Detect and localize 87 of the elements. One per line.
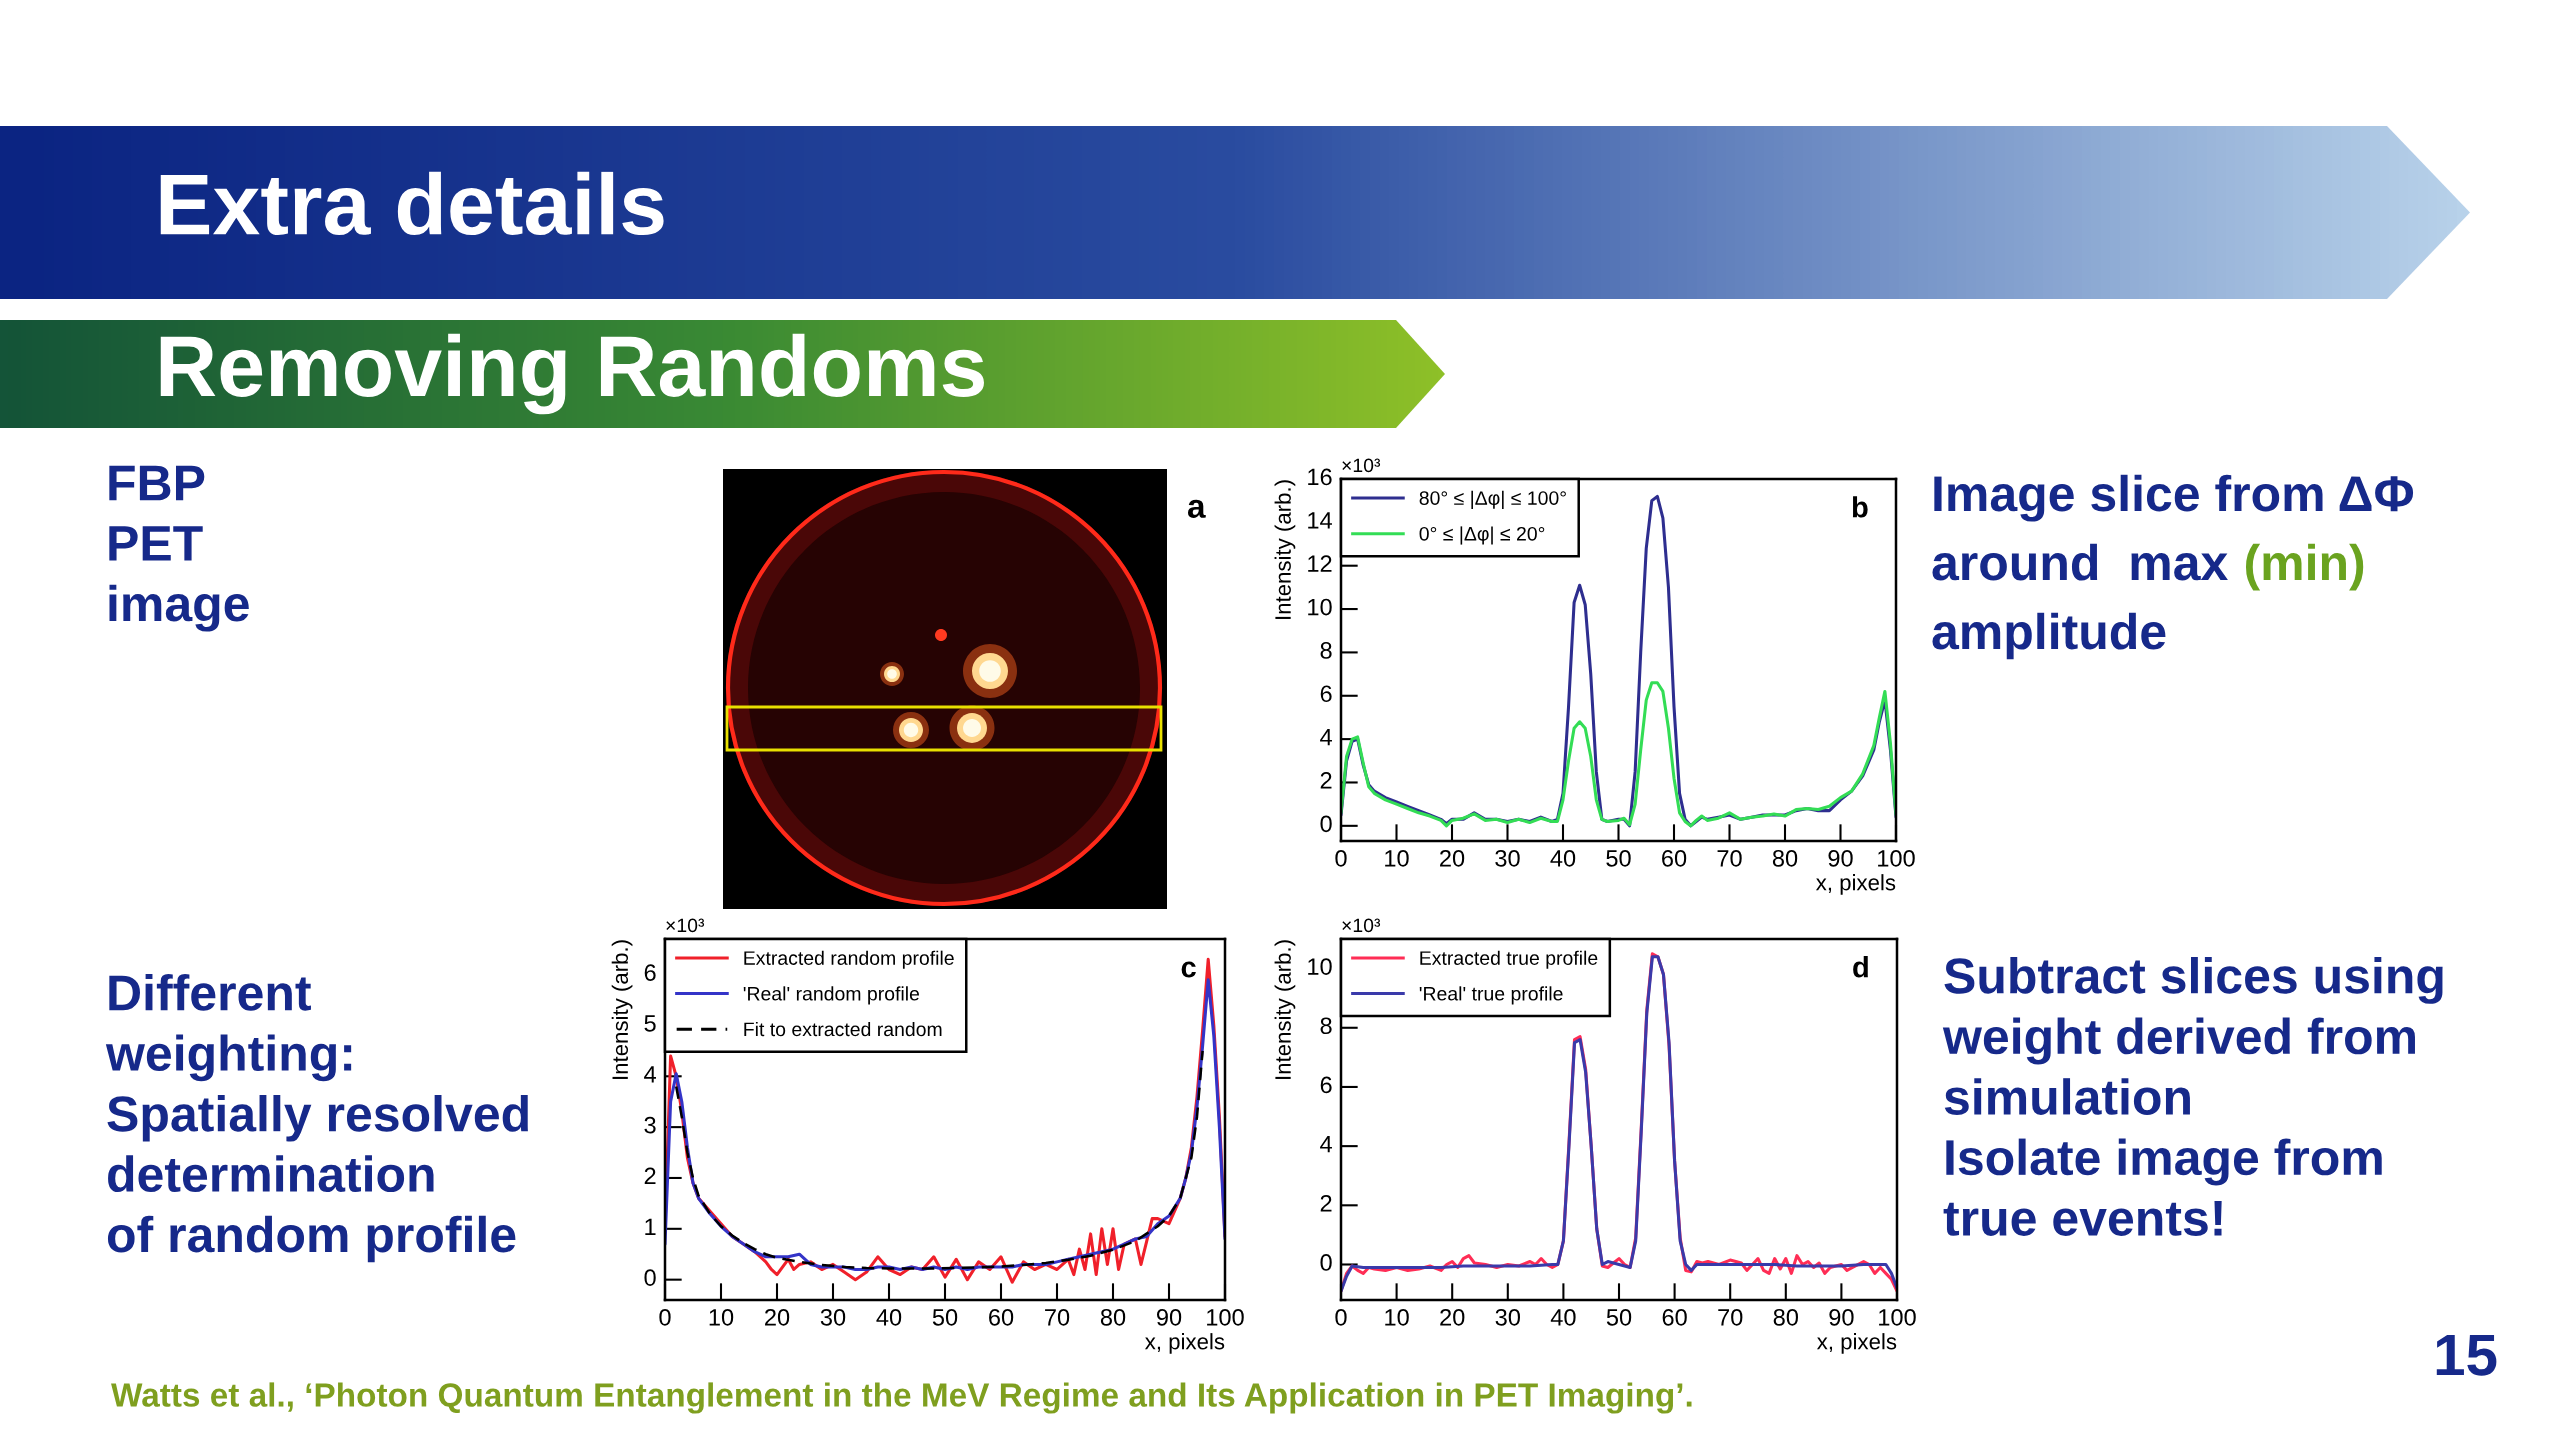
x-tick-label: 100 <box>1879 1308 1916 1326</box>
y-axis-title: Intensity (arb.) <box>1274 940 1296 1079</box>
y-tick-label: 0 <box>1320 1254 1332 1271</box>
x-axis-title: x, pixels <box>1816 1333 1897 1354</box>
x-tick-label: 50 <box>932 1308 958 1326</box>
y-tick-label: 8 <box>1320 642 1332 659</box>
y-tick-label: 12 <box>1308 555 1332 572</box>
text: Subtract slices using weight derived from simulation Isolate image from true events! <box>1942 957 2443 1236</box>
legend-label: 0° ≤ |Δφ| ≤ 20° <box>1419 526 1545 545</box>
x-tick-label: 50 <box>1606 1308 1632 1326</box>
x-tick-label: 90 <box>1828 849 1853 867</box>
text: amplitude <box>1932 612 2166 660</box>
y-tick-label: 4 <box>644 1066 656 1083</box>
y-tick-label: 6 <box>644 964 656 981</box>
x-tick-label: 20 <box>765 1308 790 1326</box>
x-tick-label: 30 <box>820 1308 846 1326</box>
y-tick-label: 5 <box>644 1015 656 1032</box>
y-tick-label: 8 <box>1320 1017 1332 1035</box>
text: Image slice from ΔΦ <box>1934 474 2414 522</box>
x-tick-label: 70 <box>1717 849 1742 867</box>
x-tick-label: 80 <box>1772 849 1798 867</box>
x-tick-label: 70 <box>1045 1308 1070 1326</box>
x-tick-label: 60 <box>989 1308 1014 1326</box>
y-tick-label: 4 <box>1320 1135 1332 1153</box>
x-tick-label: 60 <box>1662 849 1687 867</box>
y-tick-label: 14 <box>1308 512 1332 529</box>
y-tick-label: 6 <box>1320 1076 1332 1094</box>
text: (min) <box>2245 543 2364 591</box>
legend-label: Extracted true profile <box>1420 950 1598 969</box>
x-tick-label: 80 <box>1773 1308 1799 1326</box>
text: ×10³ <box>1342 918 1381 933</box>
x-tick-label: 80 <box>1100 1308 1126 1326</box>
legend-label: Fit to extracted random <box>744 1021 942 1037</box>
x-tick-label: 0 <box>659 1308 671 1326</box>
text: 15 <box>2436 1334 2497 1376</box>
x-tick-label: 30 <box>1495 1308 1521 1326</box>
y-tick-label: 2 <box>644 1167 656 1185</box>
legend-label: 'Real' random profile <box>743 986 920 1005</box>
x-tick-label: 20 <box>1440 849 1465 867</box>
x-tick-label: 50 <box>1606 849 1631 867</box>
x-tick-label: 90 <box>1829 1308 1854 1326</box>
y-tick-label: 16 <box>1308 468 1332 486</box>
y-tick-label: 0 <box>644 1269 656 1286</box>
x-tick-label: 20 <box>1440 1308 1465 1326</box>
x-tick-label: 30 <box>1495 849 1520 867</box>
legend-label: 80° ≤ |Δφ| ≤ 100° <box>1419 490 1566 509</box>
x-axis-title: x, pixels <box>1815 874 1896 895</box>
text: FBP PET image <box>109 465 249 632</box>
y-tick-label: 2 <box>1320 1194 1332 1212</box>
y-tick-label: 3 <box>644 1116 656 1134</box>
annotation: b <box>1852 496 1868 518</box>
text: around max <box>1932 543 2228 581</box>
annotation: c <box>1181 961 1196 978</box>
text: Removing Randoms <box>160 333 984 415</box>
annotation: d <box>1853 956 1868 978</box>
x-tick-label: 10 <box>1385 1308 1409 1326</box>
line-series <box>1341 681 1896 828</box>
x-tick-label: 60 <box>1662 1308 1687 1326</box>
y-axis-title: Intensity (arb.) <box>611 940 633 1079</box>
text: Extra details <box>160 171 664 236</box>
y-axis-title: Intensity (arb.) <box>1274 480 1296 619</box>
legend-label: Extracted random profile <box>744 950 954 969</box>
x-tick-label: 10 <box>709 1308 734 1326</box>
x-tick-label: 40 <box>876 1308 902 1326</box>
text: Different weighting: Spatially resolved determination of random profile <box>105 974 528 1263</box>
x-tick-label: 100 <box>1878 849 1915 867</box>
x-tick-label: 0 <box>1335 1308 1347 1326</box>
y-tick-label: 1 <box>645 1218 656 1235</box>
y-tick-label: 10 <box>1308 958 1332 975</box>
x-tick-label: 10 <box>1385 849 1409 867</box>
x-tick-label: 100 <box>1207 1308 1244 1326</box>
y-tick-label: 2 <box>1320 772 1332 789</box>
x-tick-label: 0 <box>1335 849 1347 867</box>
x-axis-title: x, pixels <box>1144 1333 1225 1354</box>
x-tick-label: 90 <box>1156 1308 1182 1326</box>
text: ×10³ <box>666 918 705 933</box>
text: a <box>1187 499 1206 518</box>
x-tick-label: 40 <box>1550 1308 1576 1326</box>
text: ×10³ <box>1342 458 1381 473</box>
legend-label: 'Real' true profile <box>1419 986 1563 1005</box>
y-tick-label: 6 <box>1320 685 1332 703</box>
text: Watts et al., ‘Photon Quantum Entanglement in the MeV Regime and Its Application in PET Imaging’. <box>111 1382 1692 1414</box>
y-tick-label: 4 <box>1320 728 1332 746</box>
y-tick-label: 10 <box>1308 598 1332 616</box>
x-tick-label: 70 <box>1718 1308 1743 1326</box>
x-tick-label: 40 <box>1550 849 1576 867</box>
y-tick-label: 0 <box>1320 815 1332 833</box>
